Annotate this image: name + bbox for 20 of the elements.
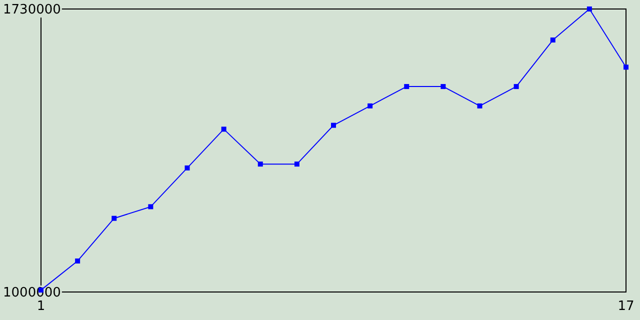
point bbox=[331, 122, 336, 128]
point bbox=[75, 258, 80, 264]
point bbox=[440, 84, 446, 90]
point bbox=[112, 216, 117, 221]
y-tick-label: 1730000 bbox=[3, 2, 61, 18]
point bbox=[148, 204, 154, 210]
point bbox=[294, 162, 300, 167]
point bbox=[477, 103, 482, 108]
point bbox=[514, 84, 519, 90]
point bbox=[258, 162, 263, 167]
point bbox=[550, 38, 556, 43]
point bbox=[221, 126, 226, 132]
point bbox=[624, 64, 628, 70]
x-tick-label: 1 bbox=[36, 299, 46, 314]
point bbox=[184, 165, 190, 170]
point bbox=[404, 84, 410, 90]
x-tick-label: 17 bbox=[618, 299, 634, 314]
point bbox=[586, 6, 592, 12]
point bbox=[368, 103, 373, 108]
y-tick-label: 1000000 bbox=[3, 286, 61, 301]
